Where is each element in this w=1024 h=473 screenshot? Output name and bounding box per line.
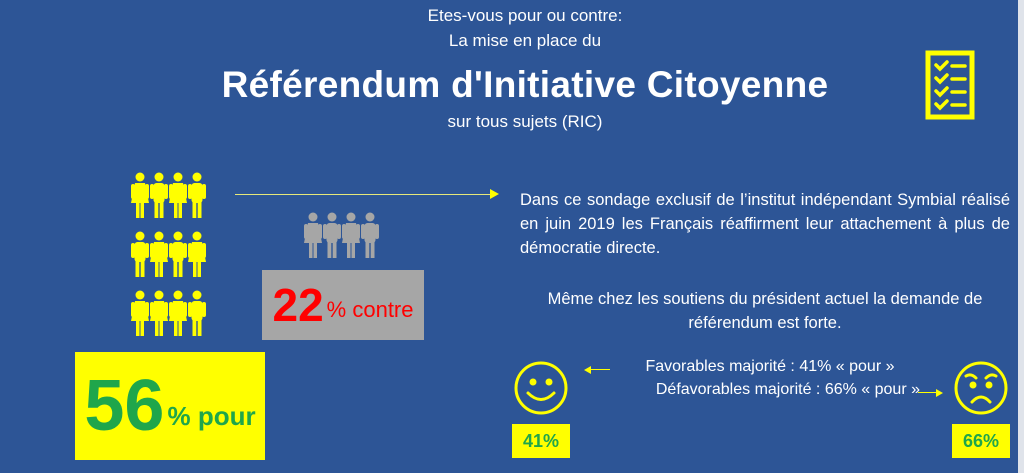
president-supporters-note: Même chez les soutiens du président actu… (547, 290, 983, 332)
contre-label: % contre (326, 297, 414, 322)
subtitle: sur tous sujets (RIC) (447, 112, 603, 131)
people-group-pour-icon (131, 172, 206, 336)
contre-value: 22 (272, 279, 324, 331)
right-border (1018, 0, 1024, 473)
arrow-right-icon (936, 389, 943, 397)
page-title: Référendum d'Initiative Citoyenne (221, 64, 829, 105)
survey-description: Dans ce sondage exclusif de l’institut i… (520, 191, 1010, 257)
pour-result-box: 56 % pour (75, 352, 265, 460)
people-group-contre-icon (304, 212, 379, 258)
contre-result-box: 22 % contre (262, 270, 424, 340)
arrow-right-icon (490, 189, 499, 199)
favorables-label: Favorables majorité : 41% « pour » (645, 358, 895, 375)
defavorables-percent: 66% (952, 424, 1010, 458)
pour-value: 56 (84, 366, 165, 446)
defavorables-label: Défavorables majorité : 66% « pour » (655, 381, 920, 398)
angry-face-icon (954, 361, 1008, 415)
arrow-line (235, 194, 493, 195)
smiley-face-icon (514, 361, 568, 415)
arrow-left-line (590, 369, 610, 370)
checklist-icon (925, 50, 975, 120)
arrow-left-icon (584, 366, 591, 374)
pour-label: % pour (167, 400, 256, 431)
question-line-2: La mise en place du (448, 31, 602, 50)
question-line-1: Etes-vous pour ou contre: (427, 6, 623, 25)
favorables-percent: 41% (512, 424, 570, 458)
arrow-right-line (918, 392, 938, 393)
